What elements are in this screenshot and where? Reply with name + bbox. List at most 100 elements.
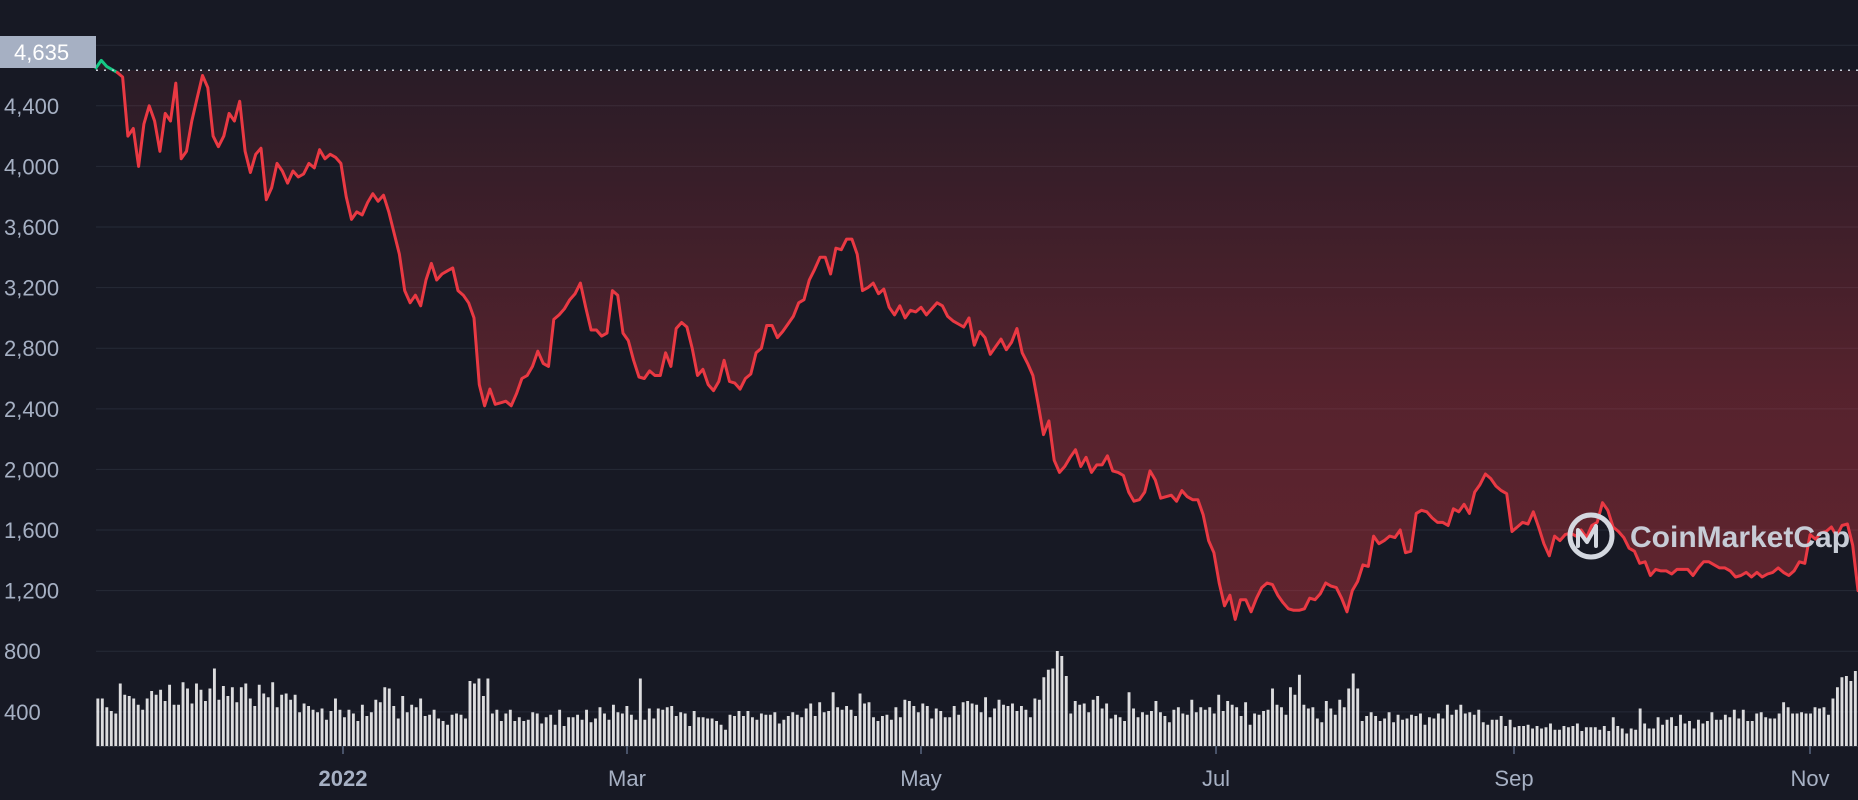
volume-bar [123,694,127,746]
volume-bar [338,709,342,746]
volume-bar [746,711,750,746]
volume-bar [567,717,571,746]
volume-bar [132,698,136,746]
volume-bar [1535,726,1539,746]
volume-bar [522,721,526,746]
volume-bar [1786,707,1790,746]
volume-bar [1055,651,1059,746]
volume-bar [625,706,629,746]
volume-bar [517,717,521,746]
volume-bar [109,711,113,746]
volume-bar [526,719,530,746]
volume-bar [481,696,485,746]
volume-bar [311,709,315,746]
volume-bar [634,719,638,746]
volume-bar [813,716,817,746]
volume-bar [190,703,194,746]
volume-bar [262,693,266,746]
volume-bar [1849,681,1853,746]
volume-bar [1634,729,1638,746]
volume-bar [1154,701,1158,746]
volume-bar [1840,677,1844,746]
volume-bar [872,717,875,746]
volume-bar [1531,728,1534,746]
volume-bar [1468,712,1472,746]
volume-bar [1589,727,1593,746]
volume-bar [1773,718,1777,746]
volume-bar [1566,727,1570,746]
volume-bar [199,689,203,746]
volume-bar [1423,724,1427,746]
volume-bar [284,693,288,746]
volume-bar [1060,656,1064,746]
volume-bar [235,702,239,746]
volume-bar [1091,699,1095,746]
volume-bar [1114,714,1118,746]
volume-bar [1625,733,1629,746]
volume-bar [1611,717,1615,746]
volume-bar [580,719,584,746]
volume-bar [1764,717,1768,746]
volume-bar [1419,713,1422,746]
volume-bar [759,713,763,746]
volume-bar [1804,713,1808,746]
volume-bar [248,698,252,746]
volume-bar [1427,717,1431,746]
volume-bar [1145,714,1149,746]
volume-bar [854,716,857,746]
volume-bar [616,712,620,746]
volume-bar [334,698,337,746]
volume-bar [840,709,844,746]
volume-bar [1652,728,1656,746]
volume-bar [1683,723,1687,746]
volume-bar [1172,709,1176,746]
volume-bar [710,718,714,746]
volume-bar [1150,711,1153,746]
volume-bar [831,692,835,746]
volume-bar [755,719,759,746]
volume-bar [773,712,777,746]
volume-bar [177,704,180,746]
volume-bar [365,716,369,746]
volume-bar [1369,712,1373,746]
y-tick-label: 400 [4,700,41,725]
volume-bar [1616,726,1620,746]
volume-bar [1544,727,1548,746]
volume-bar [1284,714,1288,746]
volume-bar [1320,722,1324,746]
volume-bar [1674,726,1678,746]
volume-bar [1822,707,1826,746]
volume-bar [845,706,849,746]
volume-bar [1768,718,1772,746]
volume-bar [1459,704,1463,746]
volume-bar [1607,731,1611,746]
volume-bar [1401,719,1404,746]
volume-bar [486,678,490,746]
y-tick-label: 4,400 [4,94,59,119]
volume-bar [1069,713,1073,746]
volume-bar [1033,698,1037,746]
volume-bar [1109,718,1113,746]
volume-bar [970,703,974,746]
volume-bar [629,714,633,746]
volume-bar [446,724,449,746]
volume-bar [508,709,512,746]
volume-bar [499,721,503,746]
volume-bar [1441,718,1445,746]
volume-bar [1181,713,1185,746]
volume-bar [885,714,889,746]
volume-bar [293,694,297,746]
volume-bar [1809,713,1812,746]
volume-bar [1728,717,1732,746]
volume-bar [1253,713,1257,746]
volume-bar [1158,712,1162,746]
volume-bar [1800,712,1803,746]
volume-bar [298,712,302,746]
volume-bar [1006,706,1010,746]
volume-bar [1342,707,1346,746]
volume-bar [1750,721,1754,746]
volume-bar [1289,687,1292,746]
volume-bar [1118,717,1122,746]
volume-bar [1795,713,1799,746]
